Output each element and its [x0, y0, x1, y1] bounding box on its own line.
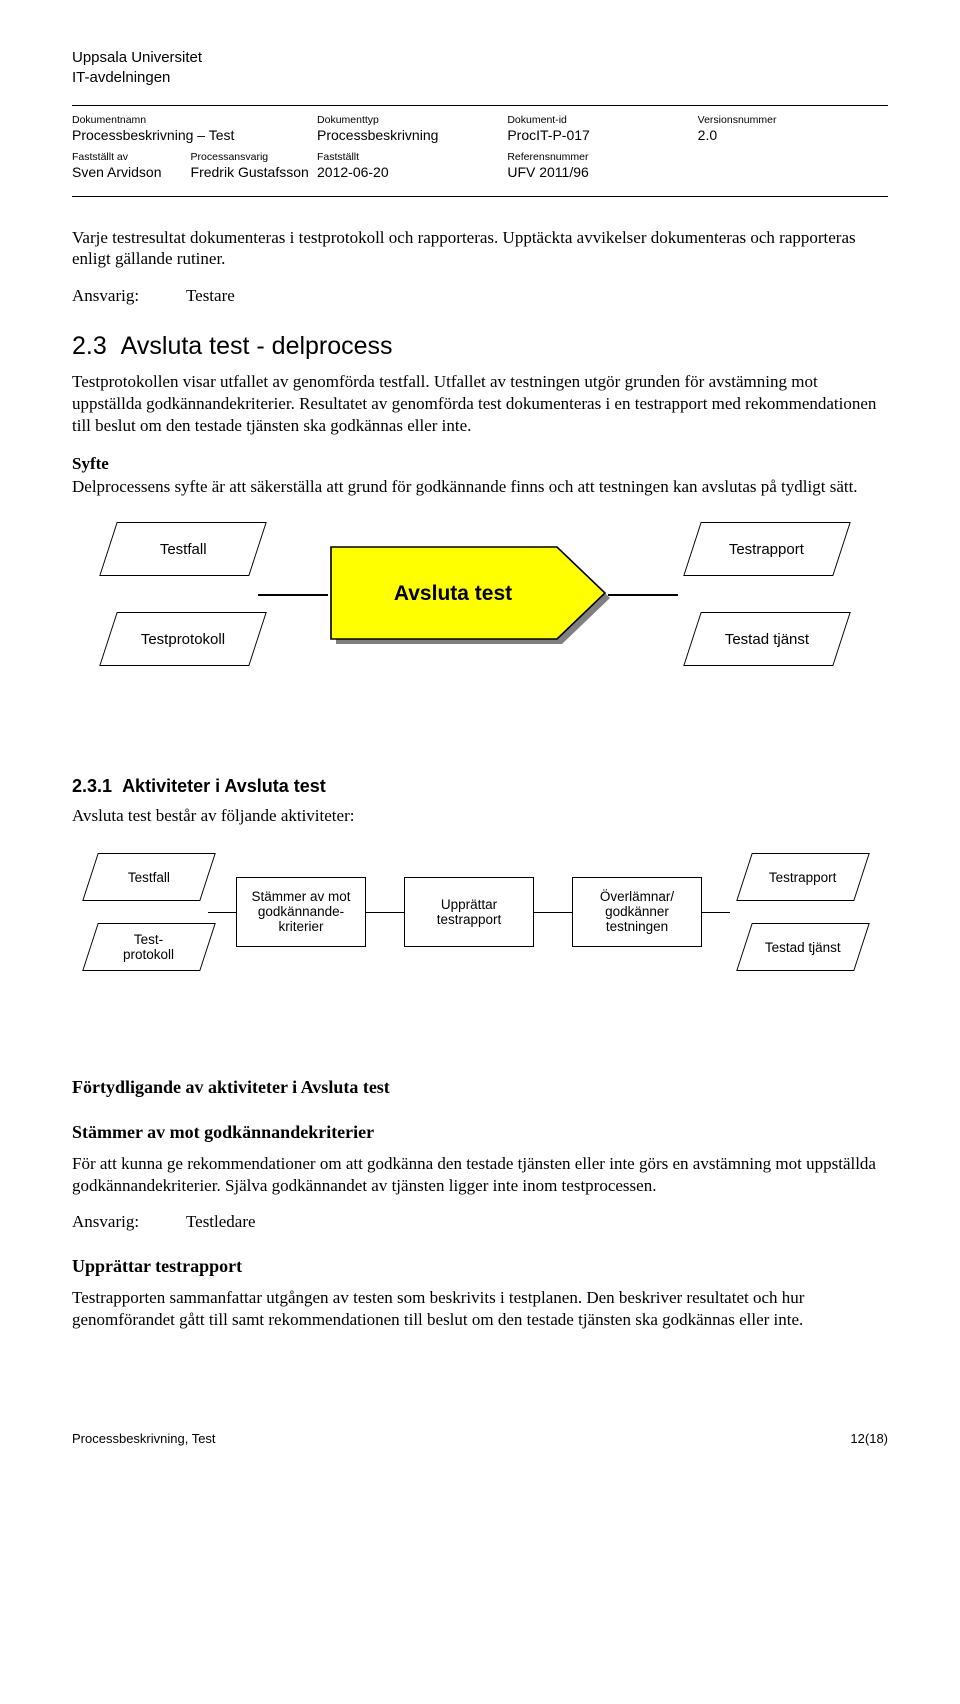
clarification-heading: Förtydligande av aktiviteter i Avsluta t… — [72, 1077, 888, 1098]
section-number: 2.3 — [72, 332, 107, 360]
subsection-number: 2.3.1 — [72, 776, 112, 796]
org-line2: IT-avdelningen — [72, 68, 888, 88]
responsible-value-2: Testledare — [186, 1212, 256, 1231]
diagram1-connector-right — [608, 594, 678, 596]
responsible-1: Ansvarig: Testare — [72, 286, 888, 306]
paragraph-syfte: Delprocessens syfte är att säkerställa a… — [72, 476, 888, 498]
meta-value-processowner: Fredrik Gustafsson — [191, 163, 310, 180]
diagram2-input-testfall: Testfall — [82, 853, 216, 901]
meta-value-version: 2.0 — [698, 126, 880, 143]
diagram2-output-testrapport: Testrapport — [736, 853, 870, 901]
meta-label-docname: Dokumentnamn — [72, 114, 309, 126]
meta-value-approved: 2012-06-20 — [317, 163, 499, 180]
diagram2-connector-1 — [208, 912, 236, 914]
meta-label-doctype: Dokumenttyp — [317, 114, 499, 126]
meta-value-docname: Processbeskrivning – Test — [72, 126, 309, 143]
paragraph-231: Testprotokollen visar utfallet av genomf… — [72, 371, 888, 436]
diagram1-output-testadtjanst: Testad tjänst — [683, 612, 851, 666]
meta-value-doctype: Processbeskrivning — [317, 126, 499, 143]
footer-right: 12(18) — [850, 1431, 888, 1446]
section-heading-23: 2.3 Avsluta test - delprocess — [72, 332, 888, 361]
responsible-label: Ansvarig: — [72, 286, 182, 306]
diagram2-step2: Upprättar testrapport — [404, 877, 534, 947]
diagram2-input-testprotokoll: Test-protokoll — [82, 923, 216, 971]
diagram1-process-box: Avsluta test — [328, 544, 608, 644]
meta-value-docid: ProcIT-P-017 — [507, 126, 689, 143]
diagram-activities: Testfall Test-protokoll Stämmer av mot g… — [72, 847, 888, 997]
meta-label-approved: Fastställt — [317, 151, 499, 163]
sub2-body: Testrapporten sammanfattar utgången av t… — [72, 1287, 888, 1331]
sub2-heading: Upprättar testrapport — [72, 1256, 888, 1277]
subsection-heading-231: 2.3.1 Aktiviteter i Avsluta test — [72, 776, 888, 797]
org-line1: Uppsala Universitet — [72, 48, 888, 68]
diagram1-connector-left — [258, 594, 328, 596]
diagram1-input-testprotokoll: Testprotokoll — [99, 612, 267, 666]
diagram2-connector-2 — [366, 912, 404, 914]
diagram2-step1: Stämmer av mot godkännande-kriterier — [236, 877, 366, 947]
meta-label-processowner: Processansvarig — [191, 151, 310, 163]
paragraph-activities-intro: Avsluta test består av följande aktivite… — [72, 805, 888, 827]
responsible-2: Ansvarig: Testledare — [72, 1212, 888, 1232]
paragraph-intro: Varje testresultat dokumenteras i testpr… — [72, 227, 888, 271]
diagram2-connector-4 — [702, 912, 730, 914]
responsible-value-1: Testare — [186, 286, 235, 305]
responsible-label-2: Ansvarig: — [72, 1212, 182, 1232]
meta-label-approvedby: Fastställt av — [72, 151, 191, 163]
section-title: Avsluta test - delprocess — [121, 332, 393, 360]
page-footer: Processbeskrivning, Test 12(18) — [72, 1431, 888, 1446]
diagram1-input-testfall: Testfall — [99, 522, 267, 576]
diagram1-process-label: Avsluta test — [328, 544, 578, 644]
sub1-heading: Stämmer av mot godkännandekriterier — [72, 1122, 888, 1143]
syfte-label: Syfte — [72, 454, 888, 474]
diagram1-output-testrapport: Testrapport — [683, 522, 851, 576]
meta-label-docid: Dokument-id — [507, 114, 689, 126]
document-metadata: Dokumentnamn Processbeskrivning – Test D… — [72, 105, 888, 197]
meta-value-approvedby: Sven Arvidson — [72, 163, 191, 180]
subsection-title: Aktiviteter i Avsluta test — [122, 776, 326, 796]
meta-label-version: Versionsnummer — [698, 114, 880, 126]
diagram2-step3: Överlämnar/godkänner testningen — [572, 877, 702, 947]
sub1-body: För att kunna ge rekommendationer om att… — [72, 1153, 888, 1197]
diagram2-connector-3 — [534, 912, 572, 914]
meta-label-refno: Referensnummer — [507, 151, 689, 163]
meta-value-refno: UFV 2011/96 — [507, 163, 689, 180]
diagram-avsluta-test: Testfall Testprotokoll Avsluta test Test… — [72, 516, 888, 686]
footer-left: Processbeskrivning, Test — [72, 1431, 216, 1446]
diagram2-output-testadtjanst: Testad tjänst — [736, 923, 870, 971]
org-header: Uppsala Universitet IT-avdelningen — [72, 48, 888, 89]
